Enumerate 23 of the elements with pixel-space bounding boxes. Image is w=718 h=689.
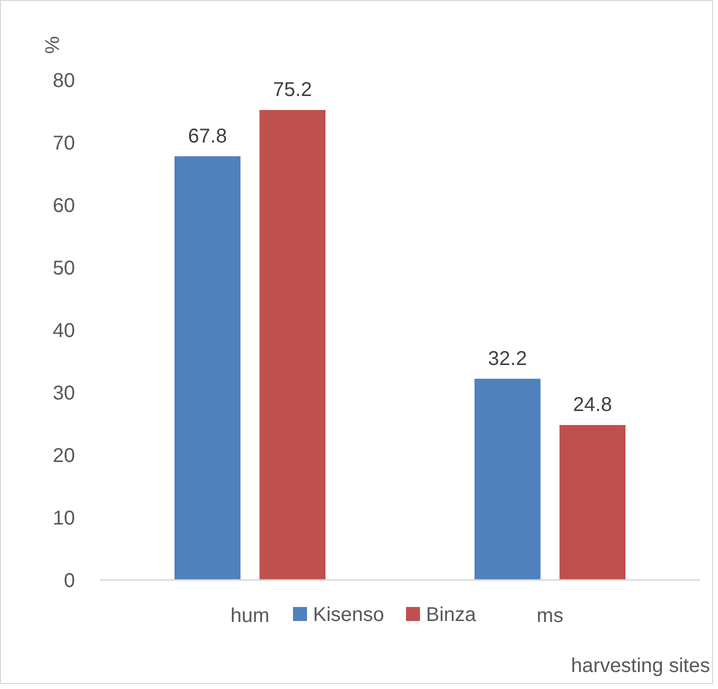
data-label: 32.2 [488,348,527,370]
bar [560,425,626,580]
y-tick-label: 60 [52,195,75,217]
y-tick-label: 0 [64,570,75,592]
y-tick-label: 30 [52,382,75,404]
y-tick-label: 50 [52,258,75,280]
x-tick-label: hum [230,605,270,627]
legend-label: Kisenso [313,604,384,626]
data-label: 24.8 [573,394,612,416]
bar [174,156,240,580]
legend-label: Binza [426,604,477,626]
y-tick-label: 40 [52,320,75,342]
y-tick-label: 20 [52,445,75,467]
bar [260,110,326,580]
y-tick-label: 70 [52,132,75,154]
data-label: 75.2 [273,79,312,101]
bar [474,378,540,580]
x-tick-label: ms [536,605,564,627]
x-axis-title: harvesting sites [571,655,710,677]
y-tick-label: 10 [52,508,75,530]
data-label: 67.8 [188,125,227,148]
y-axis-title: % [42,36,64,54]
y-tick-label: 80 [52,70,75,92]
